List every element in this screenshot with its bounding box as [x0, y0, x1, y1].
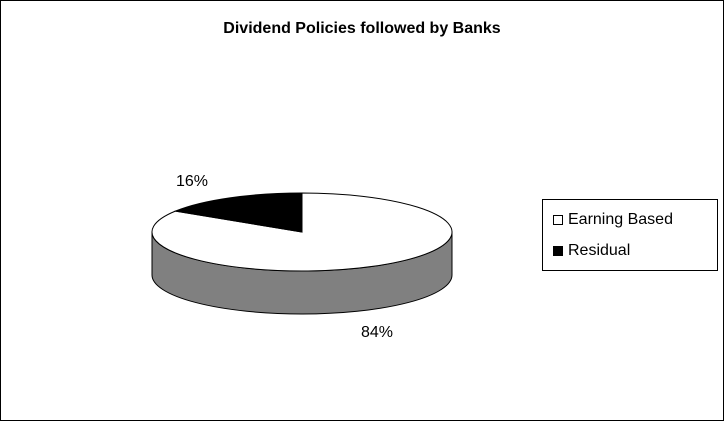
pie-slice-residual [173, 192, 303, 233]
chart-title: Dividend Policies followed by Banks [223, 20, 501, 37]
data-label-earning-based: 84% [361, 324, 393, 341]
legend-item-earning-based: Earning Based [553, 210, 673, 230]
data-label-residual: 16% [176, 173, 208, 190]
legend-label-residual: Residual [568, 242, 631, 259]
legend: Earning Based Residual [542, 199, 718, 271]
legend-swatch-earning-based [553, 215, 563, 225]
legend-label-earning-based: Earning Based [568, 211, 673, 228]
legend-swatch-residual [553, 246, 563, 256]
legend-item-residual: Residual [553, 241, 630, 261]
